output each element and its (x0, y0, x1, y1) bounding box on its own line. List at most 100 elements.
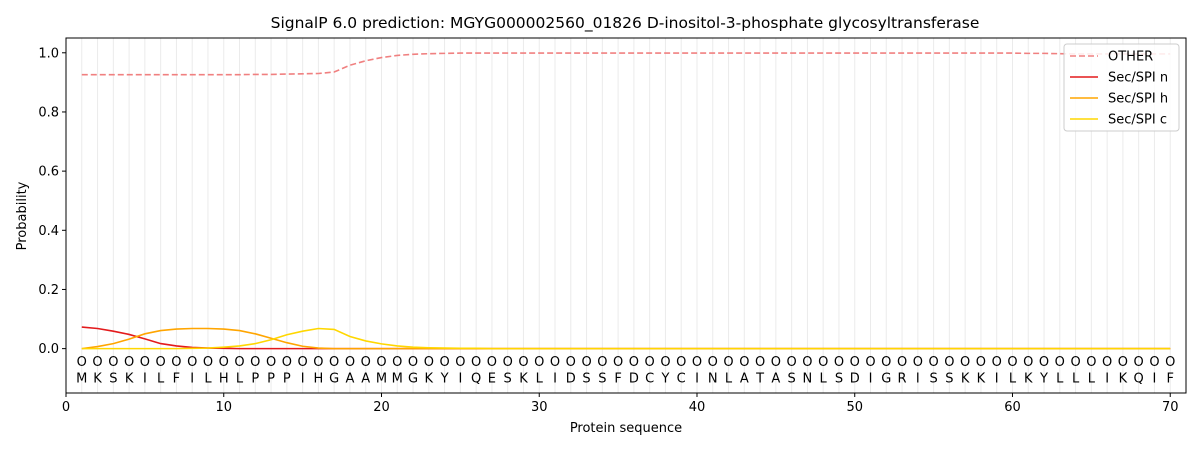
residue-letter: K (93, 372, 102, 387)
predicted-label: O (928, 355, 938, 370)
predicted-label: O (708, 355, 718, 370)
predicted-label: O (376, 355, 386, 370)
residue-letter: K (961, 372, 970, 387)
predicted-label: O (960, 355, 970, 370)
predicted-label: O (976, 355, 986, 370)
residue-letter: K (519, 372, 528, 387)
residue-letter: G (881, 372, 891, 387)
x-tick-label: 70 (1162, 400, 1179, 415)
predicted-label: O (361, 355, 371, 370)
residue-letter: S (504, 372, 512, 387)
residue-letter: P (283, 372, 291, 387)
residue-letter: F (173, 372, 180, 387)
legend-label: Sec/SPI h (1108, 92, 1168, 107)
residue-letter: H (314, 372, 324, 387)
y-tick-label: 0.8 (38, 105, 59, 120)
predicted-label: O (771, 355, 781, 370)
predicted-label: O (1134, 355, 1144, 370)
grid-lines (81, 38, 1171, 393)
axis-ticks: 0 10 20 30 40 50 60 70 0.0 0.2 0.4 0.6 0.8 1.0 (38, 46, 1178, 415)
residue-letter: P (251, 372, 259, 387)
residue-letter: S (835, 372, 843, 387)
residue-letter: S (109, 372, 117, 387)
residue-letter: D (629, 372, 639, 387)
predicted-label: O (156, 355, 166, 370)
x-tick-label: 20 (373, 400, 390, 415)
predicted-label: O (439, 355, 449, 370)
predicted-label: O (140, 355, 150, 370)
residue-letter: Q (1134, 372, 1144, 387)
predicted-label: O (597, 355, 607, 370)
residue-letter: I (1153, 372, 1157, 387)
sequence-track: OMOKOSOKOIOLOFOIOLOHOLOPOPOPOIOHOGOAOAOM… (76, 355, 1175, 386)
y-tick-label: 0.6 (38, 165, 59, 180)
predicted-label: O (566, 355, 576, 370)
predicted-label: O (1102, 355, 1112, 370)
predicted-label: O (108, 355, 118, 370)
residue-letter: Q (471, 372, 481, 387)
predicted-label: O (818, 355, 828, 370)
predicted-label: O (1118, 355, 1128, 370)
residue-letter: G (408, 372, 418, 387)
series-lines (81, 52, 1171, 350)
predicted-label: O (645, 355, 655, 370)
residue-letter: R (898, 372, 907, 387)
residue-letter: S (582, 372, 590, 387)
residue-letter: L (236, 372, 244, 387)
predicted-label: O (518, 355, 528, 370)
predicted-label: O (1165, 355, 1175, 370)
predicted-label: O (865, 355, 875, 370)
residue-letter: C (677, 372, 686, 387)
x-tick-label: 50 (846, 400, 863, 415)
residue-letter: K (977, 372, 986, 387)
predicted-label: O (944, 355, 954, 370)
y-axis-label: Probability (15, 181, 30, 250)
residue-letter: I (553, 372, 557, 387)
x-axis-label: Protein sequence (570, 421, 682, 436)
predicted-label: O (755, 355, 765, 370)
y-tick-label: 0.4 (38, 224, 59, 239)
predicted-label: O (992, 355, 1002, 370)
residue-letter: K (1119, 372, 1128, 387)
predicted-label: O (124, 355, 134, 370)
y-tick-label: 0.2 (38, 283, 59, 298)
predicted-label: O (471, 355, 481, 370)
residue-letter: L (157, 372, 165, 387)
x-tick-label: 30 (531, 400, 548, 415)
predicted-label: O (1070, 355, 1080, 370)
legend: OTHER Sec/SPI n Sec/SPI h Sec/SPI c (1063, 43, 1180, 132)
residue-letter: L (1072, 372, 1080, 387)
residue-letter: A (771, 372, 780, 387)
predicted-label: O (219, 355, 229, 370)
predicted-label: O (581, 355, 591, 370)
series-line-other (81, 52, 1171, 76)
predicted-label: O (660, 355, 670, 370)
predicted-label: O (313, 355, 323, 370)
series-line-sec-spi-c (81, 327, 1171, 350)
predicted-label: O (1055, 355, 1065, 370)
residue-letter: P (267, 372, 275, 387)
residue-letter: I (869, 372, 873, 387)
predicted-label: O (913, 355, 923, 370)
residue-letter: F (614, 372, 621, 387)
x-tick-label: 60 (1004, 400, 1021, 415)
predicted-label: O (171, 355, 181, 370)
predicted-label: O (408, 355, 418, 370)
residue-letter: K (1024, 372, 1033, 387)
residue-letter: E (488, 372, 496, 387)
x-tick-label: 0 (62, 400, 70, 415)
residue-letter: I (458, 372, 462, 387)
predicted-label: O (298, 355, 308, 370)
plot-frame (65, 37, 1187, 394)
predicted-label: O (834, 355, 844, 370)
predicted-label: O (266, 355, 276, 370)
residue-letter: Y (660, 372, 669, 387)
residue-letter: S (788, 372, 796, 387)
residue-letter: N (708, 372, 718, 387)
predicted-label: O (787, 355, 797, 370)
predicted-label: O (392, 355, 402, 370)
predicted-label: O (629, 355, 639, 370)
residue-letter: L (1009, 372, 1017, 387)
predicted-label: O (723, 355, 733, 370)
